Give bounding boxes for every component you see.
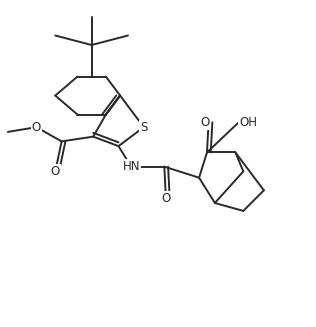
Text: O: O bbox=[32, 121, 41, 134]
Text: HN: HN bbox=[122, 160, 140, 173]
Text: OH: OH bbox=[239, 116, 257, 129]
Text: S: S bbox=[140, 121, 148, 134]
Text: O: O bbox=[51, 165, 60, 178]
Text: O: O bbox=[201, 116, 210, 129]
Text: O: O bbox=[161, 192, 171, 205]
